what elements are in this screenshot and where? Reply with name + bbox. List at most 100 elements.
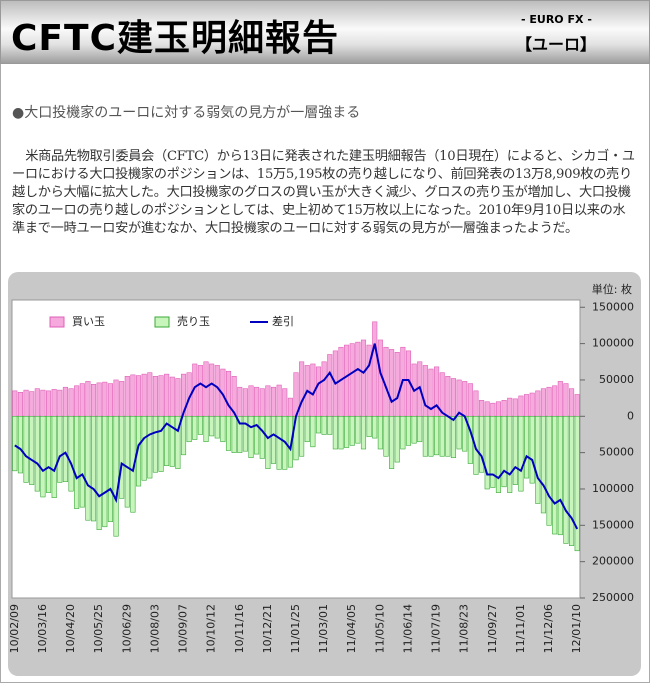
bar [141,373,147,417]
bar [574,394,580,417]
bar [169,376,175,417]
bar [535,390,541,417]
x-tick-label: 10/12/21 [261,604,274,653]
x-tick-label: 11/06/14 [401,604,414,653]
bar [225,415,232,451]
bar [158,415,164,472]
bar [141,415,147,481]
bar [17,392,23,417]
bar [158,375,164,417]
bar [569,415,575,546]
bar [209,415,215,437]
bar [349,415,355,446]
bar [394,352,400,417]
x-tick-label: 10/09/07 [177,604,190,653]
bar [265,415,271,469]
bar [349,343,355,417]
bar [355,341,361,417]
bar [40,415,46,498]
x-tick-label: 11/12/06 [542,604,555,653]
bar [456,379,462,417]
bar [473,390,479,417]
bar [57,415,63,483]
bar [552,415,558,535]
bar [574,415,580,552]
bar [90,415,97,522]
bar [34,388,40,417]
bar [473,415,479,475]
bar [467,383,473,417]
bar [327,415,333,435]
bar [484,401,490,417]
bar [501,415,507,488]
legend-swatch [49,316,65,328]
bar [417,415,423,443]
bar [147,415,153,479]
bar [546,386,552,417]
bar [411,415,417,444]
bar [422,365,428,417]
bar [68,415,74,492]
bar [147,372,153,417]
bar [242,388,248,417]
bar [445,415,451,457]
bar [529,415,535,484]
bar [546,415,552,526]
bar [524,394,530,417]
bar [220,415,226,443]
bar [372,415,378,439]
bar [113,415,119,537]
bar [46,390,52,417]
bar [344,344,350,417]
bar [169,415,175,467]
bar [405,415,412,446]
bar [23,415,29,483]
x-tick-label: 10/04/20 [64,604,77,653]
header: CFTC建玉明細報告 - EURO FX - 【ユーロ】 [0,0,650,64]
y-tick-label: 0 [627,409,634,422]
bar [507,397,513,417]
bar [450,415,457,459]
bar [445,376,451,417]
bar [366,415,372,437]
bar [259,415,265,459]
bar [524,415,530,479]
bar [512,415,518,485]
x-tick-label: 10/10/12 [205,604,218,653]
bar [231,415,237,453]
bar [456,415,462,450]
bar [248,385,254,417]
bar [119,415,125,499]
bar [102,381,108,417]
bar [270,415,277,464]
bar [394,415,400,463]
bar [197,365,203,417]
bar [107,383,113,417]
bar [321,415,327,435]
bar [507,415,513,493]
bar [40,389,46,417]
bar [557,381,563,417]
x-tick-label: 11/05/10 [373,604,386,653]
bar [360,415,367,450]
bar [51,415,57,498]
bar [332,415,338,450]
bar [360,339,367,417]
bar [62,386,68,417]
y-tick-label: 100000 [592,337,634,350]
bar [563,415,569,544]
bar [74,415,80,509]
x-tick-label: 11/07/19 [430,604,443,653]
bar [282,388,288,417]
y-tick-label: 150000 [592,300,634,313]
bar [344,415,350,448]
x-tick-label: 10/03/16 [36,604,49,653]
bar [299,415,305,457]
x-tick-label: 10/05/25 [92,604,105,653]
bar [124,376,130,417]
bar [96,382,102,417]
unit-label: 単位: 枚 [592,282,632,296]
bar [135,375,142,417]
legend-label: 差引 [272,314,294,328]
